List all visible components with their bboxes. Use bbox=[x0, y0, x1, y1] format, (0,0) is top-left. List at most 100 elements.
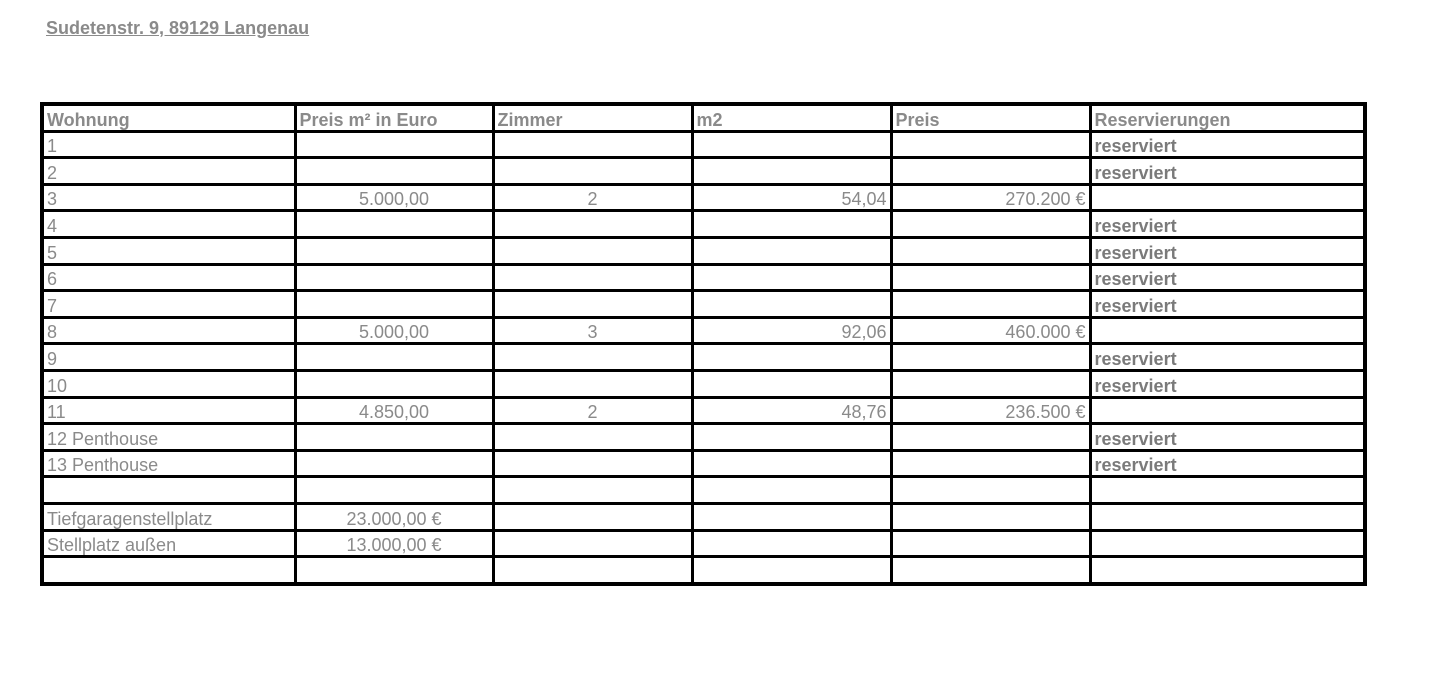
cell-preis-m2 bbox=[293, 156, 495, 186]
cell-reservierung: reserviert bbox=[1088, 209, 1367, 239]
cell-m2 bbox=[690, 129, 893, 160]
table-row: 1 reserviert bbox=[40, 129, 1367, 160]
cell-zimmer bbox=[491, 262, 694, 293]
cell-m2 bbox=[690, 368, 893, 399]
cell-wohnung: 7 bbox=[40, 289, 297, 319]
cell-reservierung bbox=[1088, 501, 1367, 532]
cell-reservierung: reserviert bbox=[1088, 289, 1367, 319]
cell-preis-m2 bbox=[293, 368, 495, 399]
cell-wohnung: 3 bbox=[40, 182, 297, 213]
cell-preis bbox=[889, 448, 1092, 479]
cell-zimmer bbox=[491, 209, 694, 239]
cell-zimmer bbox=[491, 528, 694, 559]
table-row bbox=[40, 555, 1367, 586]
cell-wohnung: 8 bbox=[40, 315, 297, 346]
cell-m2: 92,06 bbox=[690, 315, 893, 346]
cell-reservierung: reserviert bbox=[1088, 368, 1367, 399]
cell-preis bbox=[889, 235, 1092, 266]
cell-wohnung: Stellplatz außen bbox=[40, 528, 297, 559]
cell-m2 bbox=[690, 475, 893, 505]
cell-m2 bbox=[690, 235, 893, 266]
cell-zimmer bbox=[491, 475, 694, 505]
cell-preis-m2 bbox=[293, 475, 495, 505]
cell-wohnung: 6 bbox=[40, 262, 297, 293]
cell-preis-m2 bbox=[293, 448, 495, 479]
header-preis-m2: Preis m² in Euro bbox=[293, 102, 495, 133]
cell-wohnung: 11 bbox=[40, 395, 297, 426]
cell-preis bbox=[889, 129, 1092, 160]
header-wohnung: Wohnung bbox=[40, 102, 297, 133]
cell-zimmer bbox=[491, 368, 694, 399]
table-row: Stellplatz außen 13.000,00 € bbox=[40, 528, 1367, 559]
cell-zimmer bbox=[491, 289, 694, 319]
cell-m2: 48,76 bbox=[690, 395, 893, 426]
cell-preis bbox=[889, 209, 1092, 239]
cell-reservierung: reserviert bbox=[1088, 235, 1367, 266]
cell-m2 bbox=[690, 289, 893, 319]
table-row: 5 reserviert bbox=[40, 235, 1367, 266]
table-row: 3 5.000,00 2 54,04 270.200 € bbox=[40, 182, 1367, 213]
cell-m2 bbox=[690, 501, 893, 532]
cell-preis-m2 bbox=[293, 262, 495, 293]
cell-preis-m2 bbox=[293, 555, 495, 586]
cell-zimmer: 2 bbox=[491, 182, 694, 213]
cell-preis bbox=[889, 289, 1092, 319]
cell-preis-m2 bbox=[293, 235, 495, 266]
cell-zimmer bbox=[491, 501, 694, 532]
cell-preis-m2 bbox=[293, 289, 495, 319]
cell-preis-m2 bbox=[293, 129, 495, 160]
header-preis: Preis bbox=[889, 102, 1092, 133]
cell-wohnung: 4 bbox=[40, 209, 297, 239]
table-row bbox=[40, 475, 1367, 505]
cell-zimmer: 2 bbox=[491, 395, 694, 426]
cell-reservierung bbox=[1088, 555, 1367, 586]
table-header-row: Wohnung Preis m² in Euro Zimmer m2 Preis Rese… bbox=[40, 102, 1367, 133]
cell-preis-m2 bbox=[293, 422, 495, 452]
table-row: 10 reserviert bbox=[40, 368, 1367, 399]
cell-preis bbox=[889, 368, 1092, 399]
cell-preis bbox=[889, 156, 1092, 186]
cell-reservierung bbox=[1088, 395, 1367, 426]
cell-wohnung bbox=[40, 475, 297, 505]
cell-preis bbox=[889, 342, 1092, 372]
cell-preis bbox=[889, 501, 1092, 532]
cell-m2 bbox=[690, 262, 893, 293]
table-row: Tiefgaragenstellplatz 23.000,00 € bbox=[40, 501, 1367, 532]
table-row: 7 reserviert bbox=[40, 289, 1367, 319]
cell-wohnung bbox=[40, 555, 297, 586]
cell-m2: 54,04 bbox=[690, 182, 893, 213]
table-row: 13 Penthouse reserviert bbox=[40, 448, 1367, 479]
cell-zimmer bbox=[491, 422, 694, 452]
cell-reservierung bbox=[1088, 182, 1367, 213]
cell-zimmer bbox=[491, 129, 694, 160]
cell-reservierung bbox=[1088, 315, 1367, 346]
table-row: 4 reserviert bbox=[40, 209, 1367, 239]
cell-reservierung bbox=[1088, 475, 1367, 505]
cell-preis bbox=[889, 422, 1092, 452]
table-row: 9 reserviert bbox=[40, 342, 1367, 372]
cell-m2 bbox=[690, 156, 893, 186]
cell-zimmer bbox=[491, 555, 694, 586]
cell-preis-m2 bbox=[293, 209, 495, 239]
cell-wohnung: 9 bbox=[40, 342, 297, 372]
cell-m2 bbox=[690, 342, 893, 372]
cell-wohnung: 12 Penthouse bbox=[40, 422, 297, 452]
cell-wohnung: 5 bbox=[40, 235, 297, 266]
cell-wohnung: 10 bbox=[40, 368, 297, 399]
cell-preis: 460.000 € bbox=[889, 315, 1092, 346]
cell-m2 bbox=[690, 528, 893, 559]
cell-preis bbox=[889, 475, 1092, 505]
cell-zimmer bbox=[491, 235, 694, 266]
cell-preis-m2: 13.000,00 € bbox=[293, 528, 495, 559]
cell-m2 bbox=[690, 448, 893, 479]
cell-m2 bbox=[690, 422, 893, 452]
cell-preis-m2: 5.000,00 bbox=[293, 315, 495, 346]
table-row: 11 4.850,00 2 48,76 236.500 € bbox=[40, 395, 1367, 426]
cell-reservierung: reserviert bbox=[1088, 262, 1367, 293]
cell-preis bbox=[889, 528, 1092, 559]
cell-zimmer: 3 bbox=[491, 315, 694, 346]
cell-preis-m2: 23.000,00 € bbox=[293, 501, 495, 532]
cell-reservierung bbox=[1088, 528, 1367, 559]
cell-preis: 270.200 € bbox=[889, 182, 1092, 213]
cell-zimmer bbox=[491, 342, 694, 372]
